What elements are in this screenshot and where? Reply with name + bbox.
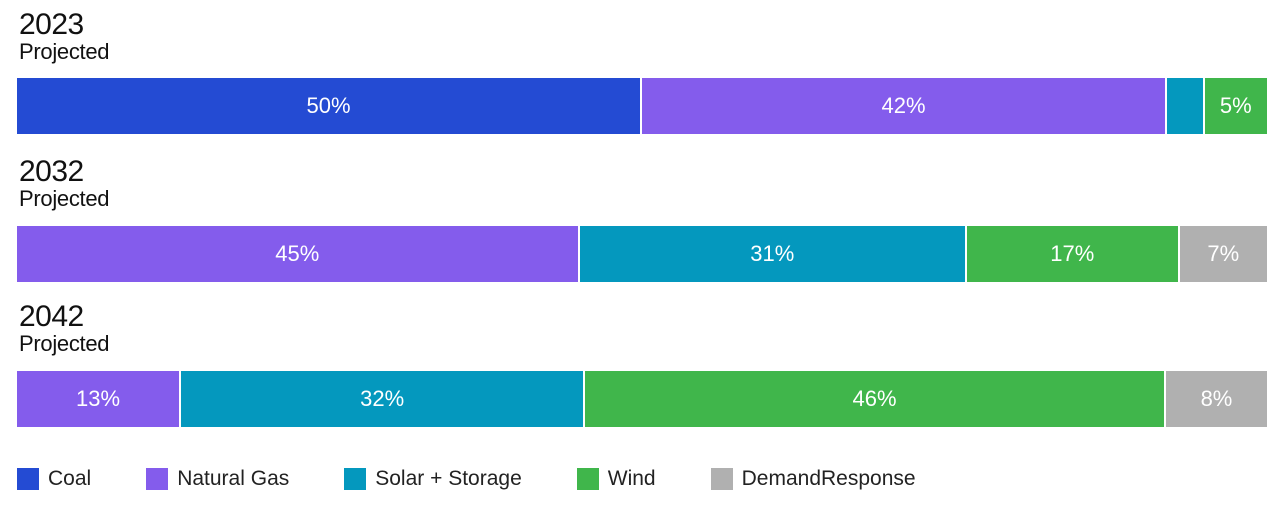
bar-segment-coal: 50% [17, 78, 642, 134]
bar-segment-wind: 5% [1204, 78, 1267, 134]
data-label: 13% [76, 386, 121, 411]
bar-segment-wind: 46% [585, 371, 1166, 427]
legend: Coal Natural Gas Solar + Storage Wind Demand… [17, 467, 971, 491]
data-label: 50% [306, 93, 351, 118]
data-label: 7% [1207, 241, 1240, 266]
bar-segment-solar-storage: 31% [579, 226, 967, 282]
year-subtitle: Projected [19, 39, 110, 64]
data-label: 45% [275, 241, 320, 266]
bar-2032: 45% 31% 17% 7% [17, 226, 1267, 282]
data-label: 5% [1219, 93, 1252, 118]
year-label: 2042 [19, 300, 84, 333]
legend-item: DemandResponse [710, 467, 916, 491]
year-label: 2032 [19, 155, 84, 188]
bar-segment-natural-gas: 42% [642, 78, 1167, 134]
legend-item: Wind [576, 467, 656, 491]
data-label: 8% [1200, 386, 1233, 411]
data-label: 31% [750, 241, 795, 266]
year-subtitle: Projected [19, 331, 110, 356]
legend-label: DemandResponse [741, 467, 916, 490]
bar-segment-natural-gas: 45% [17, 226, 580, 282]
bar-segment-wind: 17% [967, 226, 1180, 282]
bar-2042: 13% 32% 46% 8% [17, 371, 1267, 427]
bar-segment-solar-storage [1167, 78, 1205, 134]
legend-item: Solar + Storage [344, 467, 522, 491]
legend-item: Natural Gas [146, 467, 289, 491]
data-label: 42% [881, 93, 926, 118]
legend-label: Coal [48, 467, 92, 490]
legend-label: Solar + Storage [375, 467, 522, 490]
legend-swatch [710, 468, 733, 490]
legend-swatch [146, 468, 169, 490]
year-label: 2023 [19, 8, 84, 41]
row-2032: 2032 Projected 45% 31% 17% 7% [17, 155, 1267, 282]
bar-segment-natural-gas: 13% [17, 371, 182, 427]
data-label: 32% [360, 386, 405, 411]
row-2023: 2023 Projected 50% 42% 5% [17, 8, 1267, 134]
data-label: 46% [852, 386, 897, 411]
legend-swatch [344, 468, 367, 490]
legend-label: Wind [607, 467, 656, 490]
legend-label: Natural Gas [177, 467, 290, 490]
year-subtitle: Projected [19, 186, 110, 211]
bar-segment-demandresponse: 8% [1165, 371, 1267, 427]
legend-swatch [576, 468, 599, 490]
bar-segment-solar-storage: 32% [181, 371, 586, 427]
data-label: 17% [1050, 241, 1095, 266]
legend-item: Coal [17, 467, 91, 491]
bar-2023: 50% 42% 5% [17, 78, 1267, 134]
row-2042: 2042 Projected 13% 32% 46% 8% [17, 300, 1267, 427]
bar-segment-demandresponse: 7% [1179, 226, 1267, 282]
legend-swatch [17, 468, 39, 490]
